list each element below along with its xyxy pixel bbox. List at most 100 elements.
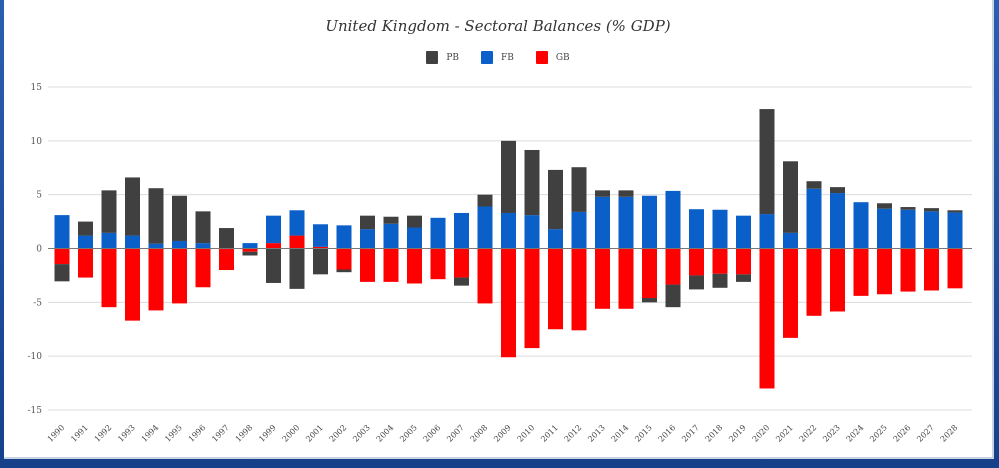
- bar-pb-2020: [759, 109, 775, 215]
- x-tick-label: 1994: [140, 423, 161, 444]
- bar-pb-2003: [360, 215, 375, 230]
- legend: PB FB GB: [4, 51, 992, 64]
- bar-gb-2027: [924, 248, 939, 291]
- bar-fb-2006: [430, 217, 446, 249]
- x-tick-label: 1997: [210, 423, 231, 444]
- bar-gb-2017: [689, 248, 704, 276]
- x-tick-label: 2017: [680, 423, 701, 444]
- x-tick-label: 2027: [915, 423, 936, 444]
- bar-gb-2020: [759, 248, 775, 389]
- bar-pb-2002: [336, 269, 352, 273]
- bar-fb-1996: [195, 243, 211, 249]
- bar-pb-2022: [806, 181, 822, 189]
- legend-swatch-gb: [535, 51, 548, 64]
- legend-swatch-pb: [426, 51, 439, 64]
- x-tick-label: 2008: [469, 423, 490, 444]
- legend-label-gb: GB: [555, 52, 570, 63]
- bar-pb-2009: [501, 140, 516, 213]
- bar-gb-2006: [430, 248, 446, 280]
- bar-fb-2026: [900, 209, 916, 249]
- bar-gb-1993: [125, 248, 140, 321]
- bar-fb-2009: [501, 212, 516, 249]
- bar-fb-2025: [877, 208, 892, 249]
- legend-swatch-fb: [481, 51, 493, 64]
- bar-gb-2000: [289, 235, 305, 249]
- bar-gb-2023: [830, 248, 845, 312]
- x-tick-label: 2004: [375, 423, 396, 444]
- x-tick-label: 2001: [304, 423, 325, 444]
- bar-fb-2023: [830, 193, 845, 249]
- bar-fb-2019: [736, 215, 751, 249]
- bar-fb-2003: [360, 229, 375, 249]
- bar-gb-1997: [219, 248, 234, 271]
- x-tick-label: 2021: [774, 423, 795, 444]
- bar-pb-2000: [289, 248, 305, 289]
- x-tick-label: 1993: [116, 423, 137, 444]
- bar-gb-2013: [595, 248, 610, 309]
- bar-fb-2007: [454, 212, 469, 249]
- legend-item-gb[interactable]: GB: [535, 51, 570, 64]
- x-tick-label: 1995: [163, 423, 184, 444]
- bar-fb-2012: [571, 211, 587, 249]
- x-tick-label: 1992: [93, 423, 114, 444]
- x-tick-label: 2014: [610, 423, 631, 444]
- y-tick-label: -5: [33, 298, 42, 308]
- x-tick-label: 2007: [445, 423, 466, 444]
- x-tick-label: 2000: [281, 423, 302, 444]
- bar-pb-2026: [900, 207, 916, 210]
- bar-pb-2004: [383, 216, 399, 224]
- bar-gb-2024: [853, 248, 869, 296]
- x-tick-label: 1998: [234, 423, 255, 444]
- chart-title: United Kingdom - Sectoral Balances (% GD…: [325, 17, 671, 35]
- x-tick-label: 2011: [539, 423, 560, 444]
- x-tick-label: 2009: [492, 423, 513, 444]
- bar-gb-2011: [548, 248, 563, 330]
- bar-gb-1994: [148, 248, 164, 311]
- bar-gb-1990: [54, 248, 70, 265]
- bar-fb-2021: [783, 232, 798, 249]
- bar-gb-2001: [313, 246, 328, 249]
- bar-gb-1992: [101, 248, 117, 308]
- bar-gb-2028: [947, 248, 963, 289]
- legend-item-fb[interactable]: FB: [481, 51, 514, 64]
- y-tick-label: 0: [36, 245, 42, 255]
- bar-fb-2015: [642, 195, 657, 249]
- legend-label-pb: PB: [446, 52, 459, 63]
- x-tick-label: 1990: [46, 423, 67, 444]
- bar-gb-1996: [195, 248, 211, 288]
- bar-pb-2027: [924, 208, 939, 212]
- bar-gb-2019: [736, 248, 751, 275]
- bar-gb-1998: [242, 248, 258, 252]
- x-tick-label: 1996: [187, 423, 208, 444]
- bar-pb-2012: [571, 167, 587, 212]
- bar-pb-2023: [830, 187, 845, 194]
- bar-fb-2027: [924, 211, 939, 249]
- bar-gb-2015: [642, 248, 657, 299]
- legend-label-fb: FB: [501, 52, 514, 63]
- bar-gb-1999: [266, 243, 281, 249]
- y-tick-label: -15: [28, 406, 43, 416]
- bar-fb-1994: [148, 243, 164, 249]
- bar-gb-2004: [383, 248, 399, 282]
- bar-fb-2011: [548, 229, 563, 249]
- bar-fb-2024: [853, 202, 869, 249]
- bar-pb-1995: [172, 195, 187, 241]
- legend-item-pb[interactable]: PB: [426, 51, 459, 64]
- bar-pb-2018: [712, 273, 728, 288]
- x-tick-label: 2016: [657, 423, 678, 444]
- x-tick-label: 2006: [422, 423, 443, 444]
- x-tick-label: 2018: [704, 423, 725, 444]
- bar-fb-1998: [242, 243, 258, 249]
- bar-gb-2016: [665, 248, 681, 285]
- bar-pb-1998: [242, 251, 258, 256]
- x-axis-ticks: 1990 1991 1992 1993 1994 1995 1996 1997 1998 1999…: [46, 423, 960, 444]
- x-tick-label: 2024: [845, 423, 866, 444]
- bars: [54, 109, 963, 389]
- bar-gb-2012: [571, 248, 587, 331]
- bar-pb-2015: [642, 298, 657, 303]
- bar-pb-2016: [665, 284, 681, 308]
- bar-gb-2007: [454, 248, 469, 278]
- bar-fb-2014: [618, 196, 634, 249]
- bar-pb-2014: [618, 190, 634, 197]
- bar-fb-1993: [125, 235, 140, 249]
